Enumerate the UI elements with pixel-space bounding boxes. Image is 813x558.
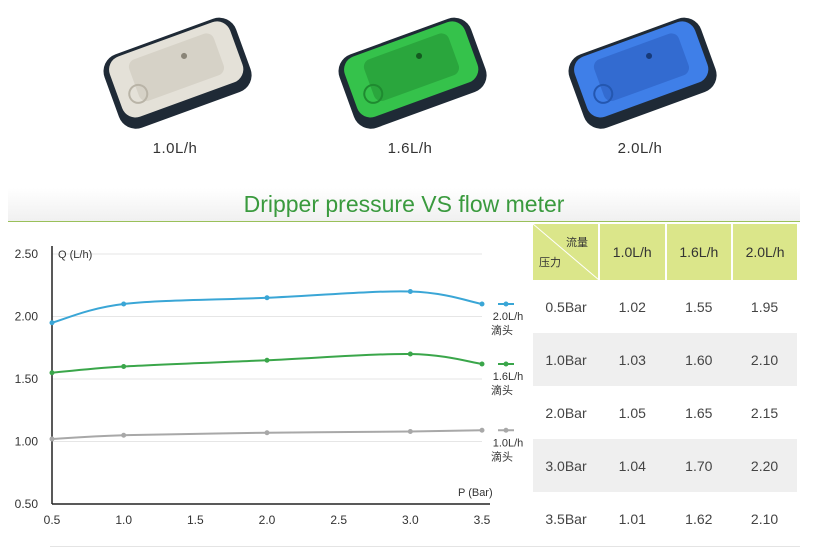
table-cell: 1.62 bbox=[685, 510, 713, 527]
x-tick-label: 1.0 bbox=[115, 513, 132, 527]
x-tick-label: 1.5 bbox=[187, 513, 204, 527]
data-point bbox=[479, 427, 485, 433]
data-point bbox=[479, 301, 485, 307]
data-point bbox=[407, 289, 413, 294]
table-cell: 1.65 bbox=[685, 404, 713, 421]
data-point bbox=[121, 364, 127, 369]
table-row: 3.5Bar 1.01 1.62 2.10 bbox=[533, 492, 797, 545]
x-tick-label: 3.5 bbox=[474, 513, 491, 527]
data-point bbox=[49, 370, 55, 376]
table-cell: 1.70 bbox=[665, 439, 733, 492]
product-blue-dripper: 2.0L/h bbox=[550, 0, 730, 170]
row-pressure: 3.0Bar bbox=[533, 439, 599, 492]
section-banner: Dripper pressure VS flow meter bbox=[8, 188, 800, 222]
y-tick-label: 0.50 bbox=[15, 497, 39, 511]
table-cell: 1.60 bbox=[665, 333, 733, 386]
table-header-row: 流量 压力 1.0L/h 1.6L/h 2.0L/h bbox=[533, 224, 797, 280]
corner-diagonal bbox=[533, 224, 599, 280]
dripper-image-white bbox=[103, 17, 252, 129]
data-point bbox=[407, 429, 413, 434]
legend-marker bbox=[503, 427, 509, 433]
table-cell: 2.20 bbox=[732, 439, 797, 492]
legend-marker bbox=[503, 361, 509, 367]
x-axis-title: P (Bar) bbox=[458, 487, 493, 499]
banner-title: Dripper pressure VS flow meter bbox=[243, 191, 565, 217]
dripper-image-blue bbox=[568, 17, 717, 129]
y-tick-label: 1.00 bbox=[15, 435, 39, 449]
table-cell: 1.05 bbox=[618, 404, 646, 421]
data-point bbox=[264, 357, 270, 363]
product-label: 1.0L/h bbox=[152, 140, 198, 157]
legend-label: 1.0L/h bbox=[493, 437, 524, 449]
table-cell: 2.10 bbox=[732, 333, 797, 386]
table-row: 1.0Bar 1.03 1.60 2.10 bbox=[533, 333, 797, 386]
dripper-image-green bbox=[338, 17, 487, 129]
table-row: 0.5Bar 1.02 1.55 1.95 bbox=[533, 280, 797, 333]
data-point bbox=[264, 430, 270, 436]
data-point bbox=[264, 295, 270, 301]
data-point bbox=[407, 351, 413, 357]
data-point bbox=[49, 320, 55, 326]
table-cell: 1.04 bbox=[599, 439, 666, 492]
y-tick-label: 1.50 bbox=[15, 372, 39, 386]
x-tick-label: 2.5 bbox=[330, 513, 347, 527]
product-green-dripper: 1.6L/h bbox=[320, 0, 500, 170]
legend-marker bbox=[503, 301, 509, 307]
x-tick-label: 2.0 bbox=[259, 513, 276, 527]
table-row: 3.0Bar 1.04 1.70 2.20 bbox=[533, 439, 797, 492]
legend-label: 2.0L/h bbox=[493, 311, 524, 323]
data-point bbox=[121, 301, 127, 307]
legend-sublabel: 滴头 bbox=[491, 449, 513, 463]
data-point bbox=[121, 432, 127, 438]
column-header: 2.0L/h bbox=[732, 224, 797, 280]
legend-label: 1.6L/h bbox=[493, 371, 524, 383]
product-label: 1.6L/h bbox=[387, 140, 433, 157]
x-tick-label: 0.5 bbox=[44, 513, 61, 527]
data-point bbox=[49, 436, 55, 442]
corner-label-pressure: 压力 bbox=[539, 257, 561, 269]
pressure-flow-chart: 0.50 1.00 1.50 2.00 2.50 0.5 1.0 1.5 2.0 2.5 3.0 3.… bbox=[15, 246, 524, 527]
product-white-dripper: 1.0L/h bbox=[85, 0, 265, 170]
table-cell: 2.15 bbox=[750, 404, 779, 421]
corner-label-flow: 流量 bbox=[566, 237, 588, 249]
table-row: 2.0Bar 1.05 1.65 2.15 bbox=[533, 386, 797, 439]
table-cell: 1.55 bbox=[685, 298, 713, 315]
x-tick-label: 3.0 bbox=[402, 513, 419, 527]
y-tick-label: 2.00 bbox=[15, 310, 39, 324]
y-tick-label: 2.50 bbox=[15, 247, 39, 261]
column-header: 1.0L/h bbox=[599, 224, 667, 280]
row-pressure: 3.5Bar bbox=[545, 510, 587, 527]
table-cell: 1.02 bbox=[618, 298, 646, 315]
legend-sublabel: 滴头 bbox=[491, 383, 513, 397]
column-header: 1.6L/h bbox=[665, 224, 734, 280]
data-point bbox=[479, 361, 485, 367]
table-corner-cell: 流量 压力 bbox=[533, 224, 600, 280]
bottom-divider bbox=[50, 546, 800, 547]
table-cell: 1.95 bbox=[750, 298, 779, 315]
y-axis-title: Q (L/h) bbox=[58, 249, 92, 261]
row-pressure: 1.0Bar bbox=[533, 333, 599, 386]
table-cell: 1.01 bbox=[618, 510, 646, 527]
row-pressure: 0.5Bar bbox=[545, 298, 587, 315]
product-label: 2.0L/h bbox=[617, 140, 663, 157]
legend-sublabel: 滴头 bbox=[491, 323, 513, 337]
row-pressure: 2.0Bar bbox=[545, 404, 587, 421]
table-cell: 2.10 bbox=[750, 510, 779, 527]
pressure-flow-table: 流量 压力 1.0L/h 1.6L/h 2.0L/h 0.5Bar 1.02 1… bbox=[533, 224, 797, 545]
series-line bbox=[51, 352, 483, 374]
table-cell: 1.03 bbox=[599, 333, 666, 386]
